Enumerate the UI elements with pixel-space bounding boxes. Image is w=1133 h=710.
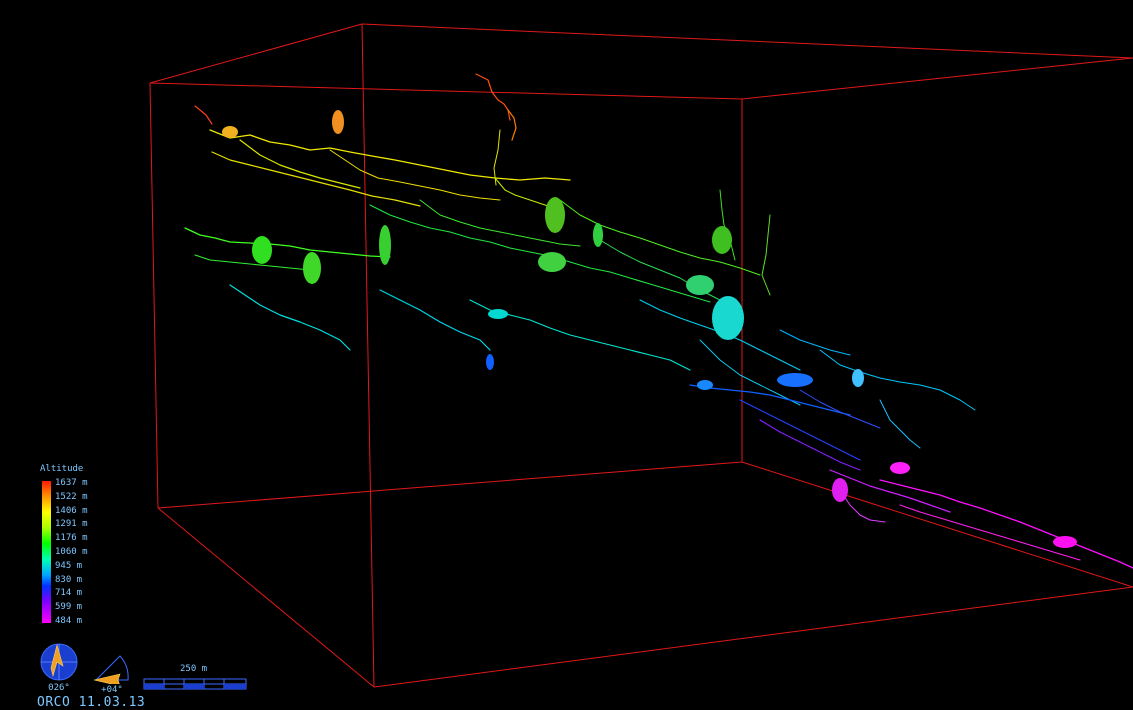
scale-bar-graphic xyxy=(143,678,247,690)
altitude-color-bar xyxy=(42,481,51,623)
legend-label: 1176 m xyxy=(55,533,88,544)
compass-bearing: 026° xyxy=(48,683,70,693)
legend-label: 484 m xyxy=(55,615,83,626)
legend-label: 1637 m xyxy=(55,478,88,488)
elevation-icon xyxy=(93,655,129,687)
legend-label: 945 m xyxy=(55,560,83,571)
bounding-box xyxy=(149,23,1133,688)
elevation-indicator[interactable]: +04° xyxy=(92,644,132,695)
legend-label: 599 m xyxy=(55,602,83,613)
legend-title: Altitude xyxy=(40,464,84,474)
cave-passages xyxy=(184,73,1133,569)
legend-label: 1522 m xyxy=(55,491,88,502)
legend-labels: 1637 m 1522 m 1406 m 1291 m 1176 m 1060 … xyxy=(55,477,88,629)
compass-indicator[interactable]: 026° xyxy=(39,642,79,694)
cave-volumes xyxy=(222,110,1077,548)
survey-title: ORCO 11.03.13 xyxy=(37,695,146,710)
scale-bar: 250 m xyxy=(142,664,252,692)
elevation-angle: +04° xyxy=(101,685,123,695)
compass-icon xyxy=(40,643,78,681)
legend-label: 1060 m xyxy=(55,546,88,557)
scale-label: 250 m xyxy=(180,664,208,674)
legend-label: 714 m xyxy=(55,588,83,599)
legend-label: 830 m xyxy=(55,574,83,585)
legend-label: 1406 m xyxy=(55,505,88,516)
legend-label: 1291 m xyxy=(55,519,88,530)
